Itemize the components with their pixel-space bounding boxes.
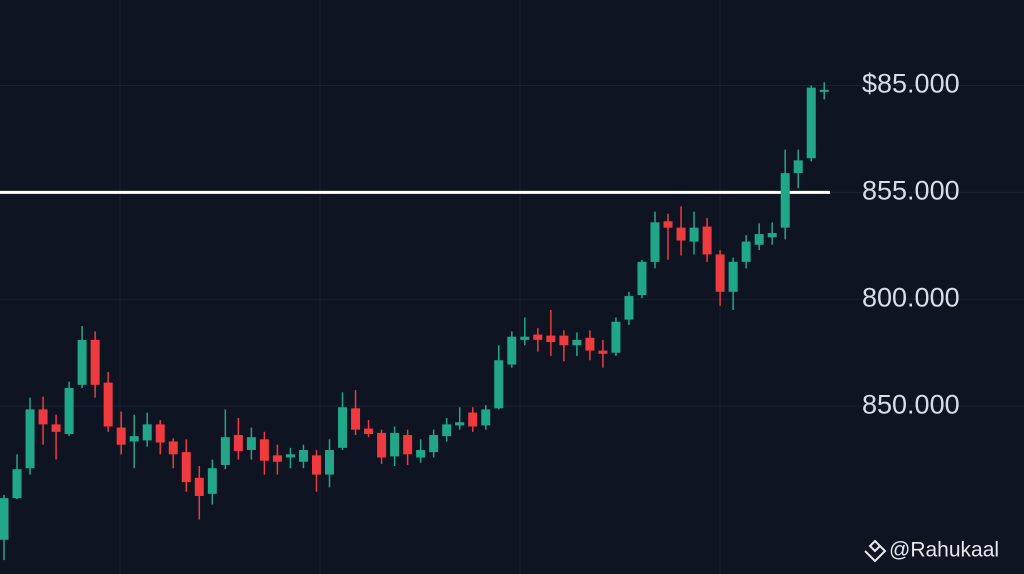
candle-body [90,339,100,385]
candle-body [689,227,699,242]
candle-body [103,382,113,427]
candle-body [533,334,543,340]
candle-body [572,339,582,346]
candle-body [767,233,777,238]
candle-body [468,412,478,427]
candle-body [298,450,308,462]
candle-body [207,468,217,494]
candle-body [429,435,439,453]
candle-body [77,339,87,385]
candle-body [129,436,139,442]
candle-body [442,424,452,437]
candle-body [311,455,321,475]
candle-body [715,254,725,292]
candle-body [377,432,387,458]
candle-body [168,441,178,455]
candle-body [64,388,74,434]
candle-body [194,477,204,496]
logo-shape [864,539,887,563]
y-tick-label: 800.000 [862,282,960,312]
candle-body [390,432,400,457]
candle-body [116,427,126,445]
candle-body [155,424,165,443]
candle-body [520,336,530,340]
candle-body [793,160,803,174]
candle-body [285,454,295,458]
candle-body [0,498,9,540]
candle-body [246,437,256,451]
y-tick-label: 855.000 [862,176,960,206]
candle-body [676,227,686,241]
candle-body [220,437,230,465]
candle-body [780,173,790,228]
candle-body [272,455,282,462]
candle-body [663,221,673,228]
candle-body [559,335,569,346]
candle-body [507,336,517,365]
candle-body [142,424,152,441]
candle-body [585,337,595,351]
watermark: @Rahukaal [889,539,999,562]
candle-body [481,409,491,426]
candle-body [338,407,348,448]
candle-body [325,450,334,475]
candle-body [25,409,35,469]
watermark-logo [864,539,887,563]
candle-body [181,452,191,483]
candle-body [611,321,621,353]
candle-body [598,350,608,354]
candle-body [51,424,61,432]
candle-body [259,439,269,461]
y-tick-label: 850.000 [862,389,960,419]
candle-body [364,428,374,434]
candle-body [494,360,504,409]
candle-body [806,87,816,159]
candle-body [233,435,243,452]
candle-body [624,296,634,320]
candle-body [819,89,829,92]
candle-body [741,241,751,262]
candle-body [403,435,413,455]
candle-body [754,234,764,245]
candle-body [702,226,712,255]
y-tick-label: $85.000 [862,69,960,99]
candle-body [38,409,48,425]
candle-body [650,222,660,262]
candle-body [455,422,465,426]
candle-body [416,450,426,458]
candle-body [728,261,738,292]
candle-body [12,469,22,499]
candle-body [546,335,556,343]
candle-body [351,408,361,430]
candle-body [637,261,647,296]
